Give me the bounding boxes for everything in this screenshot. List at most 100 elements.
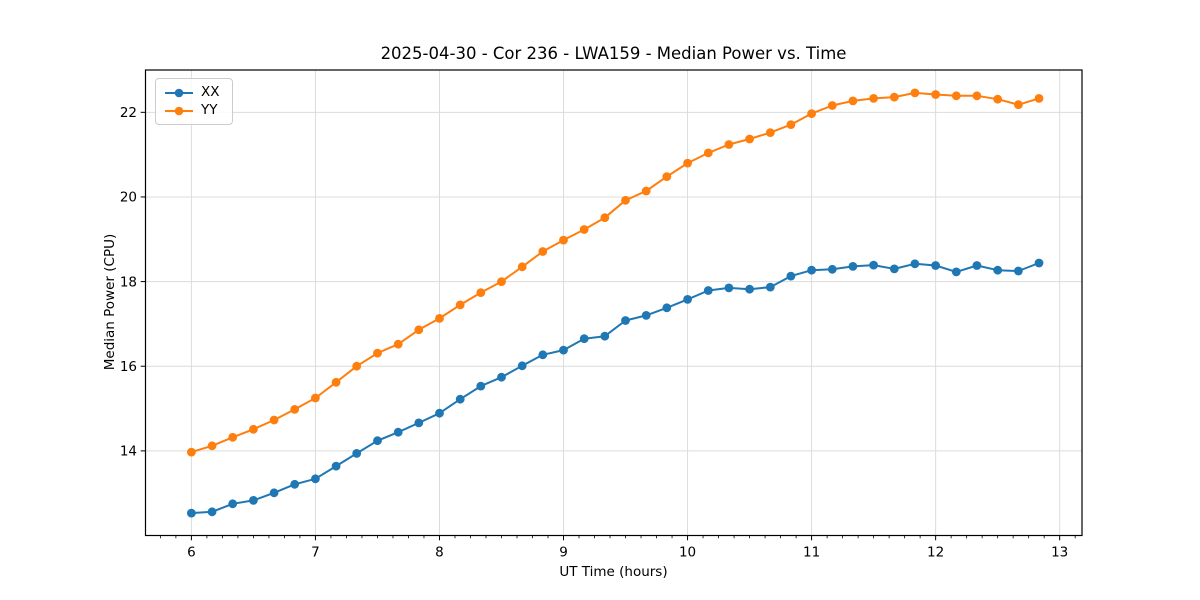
yy-marker (373, 348, 382, 358)
x-tick-label: 8 (435, 545, 444, 561)
axis-ticks: 6 7 8 9 10 11 12 13 14 16 18 20 22 (120, 105, 1076, 561)
x-tick-label: 12 (927, 545, 944, 561)
chart-title: 2025-04-30 - Cor 236 - LWA159 - Median P… (380, 44, 847, 63)
yy-marker (414, 325, 424, 335)
yy-marker (910, 88, 920, 98)
x-tick-label: 10 (679, 545, 696, 561)
yy-marker (435, 314, 444, 323)
yy-marker (765, 128, 775, 138)
yy-marker (683, 158, 692, 168)
yy-marker (269, 415, 279, 425)
yy-marker (497, 277, 506, 286)
xx-marker (869, 260, 878, 270)
yy-marker (393, 339, 403, 349)
xx-marker (827, 264, 837, 274)
yy-marker (827, 101, 837, 110)
yy-marker (455, 300, 465, 310)
x-tick-label: 7 (311, 545, 320, 561)
yy-marker (724, 140, 734, 149)
xx-marker (786, 271, 796, 281)
y-tick-label: 18 (120, 274, 137, 290)
xx-marker (703, 286, 713, 295)
xx-marker (600, 331, 610, 341)
xx-marker (993, 265, 1003, 275)
xx-marker (683, 295, 692, 304)
xx-marker (641, 311, 651, 320)
xx-marker (807, 265, 816, 275)
yy-marker (869, 94, 878, 103)
yy-marker (187, 447, 196, 457)
yy-marker (807, 109, 816, 118)
yy-marker (600, 213, 610, 223)
yy-marker (931, 90, 940, 99)
xx-marker (269, 488, 279, 498)
xx-marker (435, 408, 444, 418)
xx-marker (476, 381, 486, 391)
x-tick-label: 6 (187, 545, 196, 561)
xx-marker (579, 334, 589, 344)
yy-marker (1034, 94, 1044, 103)
x-tick-label: 11 (803, 545, 820, 561)
xx-marker (352, 449, 362, 458)
yy-marker (641, 186, 651, 196)
yy-marker (352, 361, 362, 371)
yy-marker (972, 91, 982, 101)
xx-marker (765, 282, 775, 292)
yy-marker (951, 91, 961, 101)
yy-marker (662, 172, 672, 182)
xx-line (190, 262, 1040, 515)
xx-marker (1014, 266, 1023, 276)
xx-marker (559, 345, 568, 355)
legend-label-xx: XX (201, 84, 220, 100)
xx-marker (373, 436, 382, 446)
xx-marker (249, 496, 258, 505)
xx-marker (621, 316, 630, 325)
xx-marker (951, 267, 961, 277)
yy-marker (559, 235, 568, 245)
yy-marker (993, 94, 1003, 104)
xx-marker (414, 418, 424, 428)
xx-marker (497, 372, 506, 382)
plot-border (144, 69, 1083, 537)
yy-marker (331, 377, 341, 387)
x-axis-label: UT Time (hours) (559, 564, 668, 580)
xx-marker (455, 394, 465, 404)
xx-marker (228, 499, 238, 509)
xx-marker (662, 303, 672, 313)
yy-marker (476, 288, 486, 297)
xx-marker (517, 361, 527, 371)
xx-marker (290, 479, 300, 489)
series-xx (187, 258, 1044, 518)
y-tick-label: 16 (120, 359, 137, 375)
xx-marker (745, 284, 754, 294)
xx-marker (393, 427, 403, 437)
yy-marker (249, 424, 258, 434)
yy-marker (538, 247, 548, 256)
y-tick-label: 14 (120, 444, 137, 460)
series-yy (187, 88, 1044, 457)
xx-line-marker-icon (165, 88, 193, 97)
yy-marker (848, 96, 858, 106)
xx-marker (724, 283, 734, 293)
xx-marker (910, 259, 920, 269)
yy-marker (703, 148, 713, 158)
yy-marker (290, 405, 300, 414)
legend-item-xx: XX (164, 85, 220, 100)
xx-marker (889, 264, 899, 274)
yy-line-marker-icon (165, 106, 193, 115)
yy-marker (621, 195, 630, 205)
yy-marker (745, 134, 754, 144)
xx-marker (848, 262, 858, 271)
x-tick-label: 9 (559, 545, 568, 561)
xx-marker (538, 350, 548, 360)
xx-marker (311, 474, 320, 484)
xx-marker (207, 507, 217, 517)
yy-marker (311, 393, 320, 403)
legend-item-yy: YY (164, 103, 220, 118)
xx-marker (931, 261, 940, 270)
y-tick-label: 22 (120, 105, 137, 121)
yy-marker (228, 432, 238, 442)
grid (145, 70, 1082, 536)
legend-label-yy: YY (201, 102, 218, 118)
